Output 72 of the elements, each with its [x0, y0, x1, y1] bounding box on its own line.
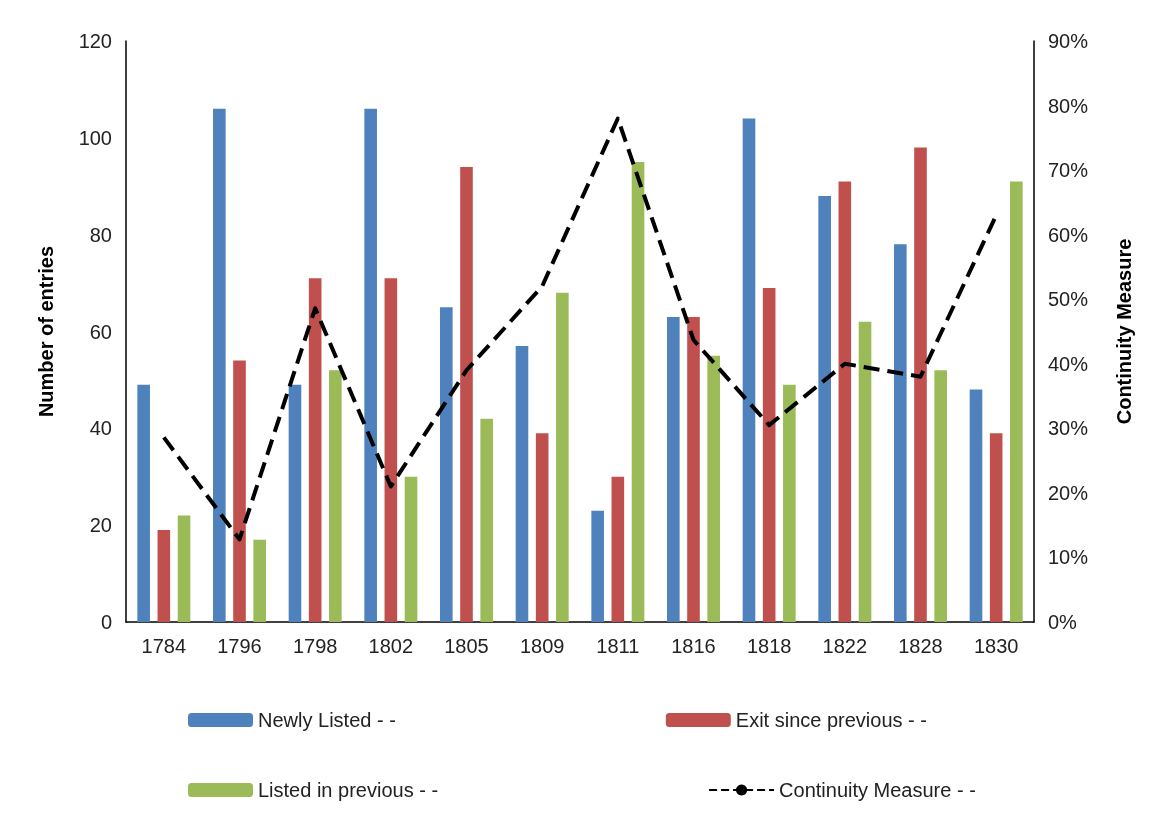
- bar: [611, 476, 625, 622]
- x-tick-label: 1802: [368, 635, 414, 657]
- x-tick-label: 1828: [898, 635, 943, 657]
- bar: [894, 244, 907, 622]
- y-tick-label: 100: [78, 126, 112, 149]
- bar: [783, 384, 796, 622]
- bar: [687, 316, 700, 622]
- bar: [329, 370, 342, 622]
- bar: [818, 195, 831, 622]
- bar: [858, 321, 872, 622]
- legend-label: Listed in previous - -: [258, 779, 439, 801]
- y-tick-label: 20: [89, 514, 112, 537]
- y2-axis-title: Continuity Measure: [1113, 238, 1135, 425]
- x-tick-label: 1816: [671, 635, 716, 657]
- y2-tick-label: 50%: [1048, 288, 1089, 311]
- x-tick-label: 1830: [973, 635, 1019, 657]
- y-axis-title: Number of entries: [35, 245, 57, 418]
- x-tick-label: 1798: [292, 635, 338, 657]
- bar: [914, 147, 927, 622]
- y2-tick-label: 30%: [1048, 417, 1089, 440]
- bar: [989, 433, 1003, 622]
- bar: [969, 389, 983, 622]
- y-tick-label: 80: [89, 223, 112, 246]
- bar: [440, 307, 453, 622]
- bar: [742, 118, 756, 622]
- x-tick-label: 1784: [141, 635, 187, 657]
- y2-tick-label: 10%: [1048, 546, 1089, 569]
- x-tick-label: 1809: [519, 635, 565, 657]
- bar: [460, 166, 473, 622]
- y2-tick-label: 60%: [1048, 223, 1089, 246]
- x-tick-label: 1822: [822, 635, 868, 657]
- bar: [233, 360, 246, 622]
- y-tick-label: 0: [100, 611, 112, 633]
- bar: [288, 384, 302, 622]
- bar: [213, 108, 226, 622]
- y2-tick-label: 20%: [1048, 481, 1089, 504]
- bar: [591, 510, 604, 622]
- bar: [707, 355, 720, 622]
- y2-tick-label: 40%: [1048, 352, 1089, 375]
- y-tick-label: 120: [78, 30, 112, 52]
- bar: [838, 181, 852, 622]
- bar: [404, 476, 418, 622]
- line-series: [161, 116, 999, 542]
- bar: [1010, 181, 1023, 622]
- x-tick-label: 1805: [444, 635, 489, 657]
- bar: [535, 433, 549, 622]
- x-tick-label: 1796: [217, 635, 262, 657]
- legend-label: Exit since previous - -: [735, 709, 927, 731]
- bar: [308, 278, 322, 622]
- bar: [480, 418, 493, 622]
- bar: [137, 384, 150, 622]
- bar: [556, 292, 569, 622]
- legend-label: Newly Listed - -: [258, 709, 396, 731]
- bar: [253, 539, 266, 622]
- y-tick-label: 60: [89, 320, 112, 343]
- legend-label: Continuity Measure - -: [779, 779, 976, 801]
- bar: [157, 530, 171, 622]
- bar: [515, 346, 529, 622]
- y2-tick-label: 0%: [1048, 611, 1078, 633]
- y2-tick-label: 90%: [1048, 30, 1089, 52]
- y2-tick-label: 80%: [1048, 94, 1089, 117]
- bar: [762, 287, 776, 622]
- bar: [177, 515, 191, 622]
- x-tick-label: 1811: [596, 635, 640, 657]
- y-tick-label: 40: [89, 417, 112, 440]
- bar: [934, 370, 947, 622]
- bar: [364, 108, 377, 622]
- bar: [384, 278, 398, 622]
- bar: [631, 162, 645, 622]
- y2-tick-label: 70%: [1048, 159, 1089, 182]
- x-tick-label: 1818: [746, 635, 792, 657]
- bar: [667, 316, 680, 622]
